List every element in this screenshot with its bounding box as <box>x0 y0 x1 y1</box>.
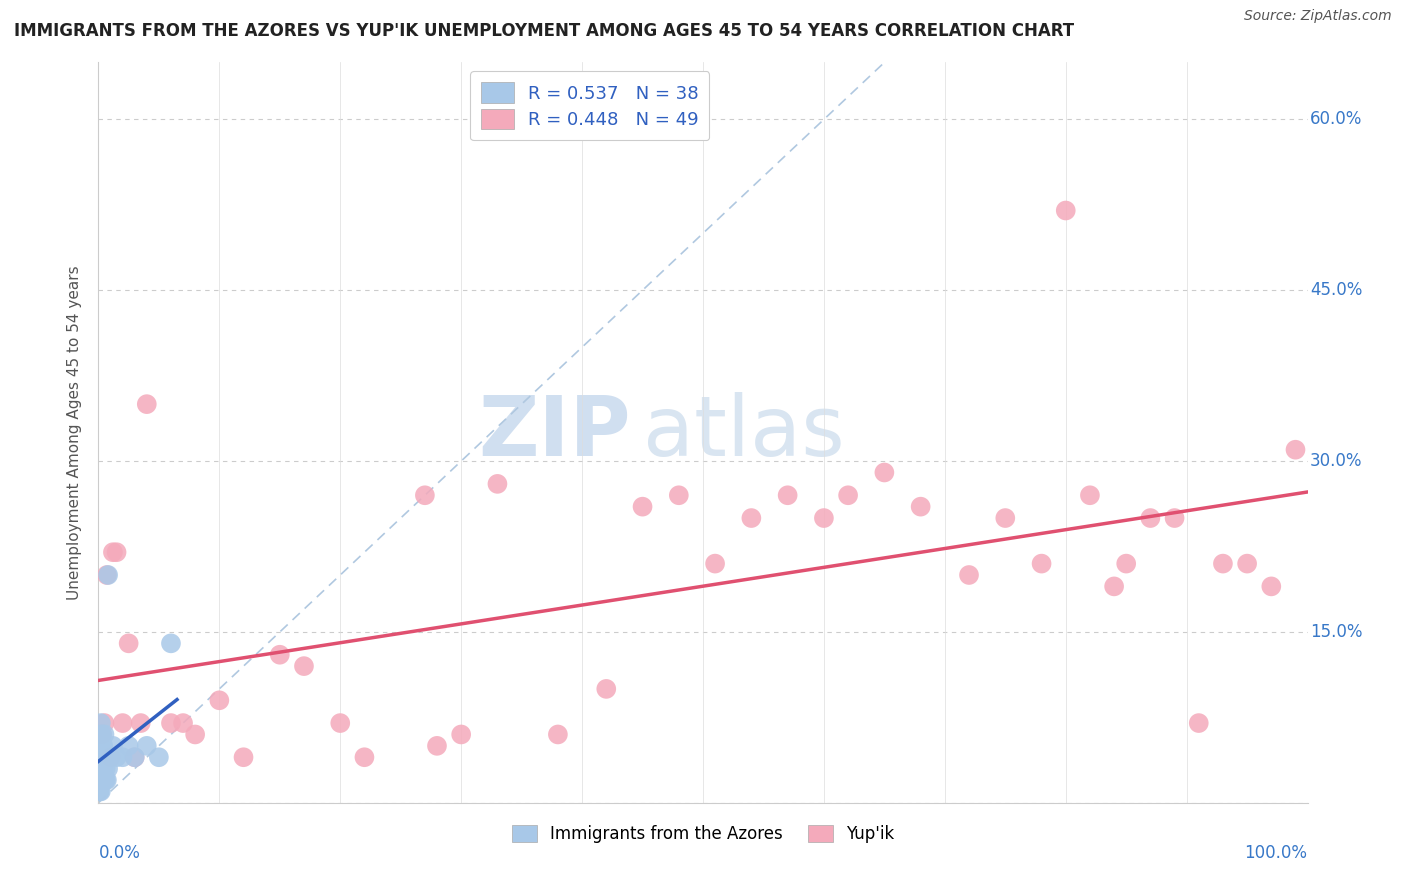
Point <box>547 727 569 741</box>
Point <box>91 750 114 764</box>
Point <box>135 739 157 753</box>
Point <box>1260 579 1282 593</box>
Text: 60.0%: 60.0% <box>1310 111 1362 128</box>
Point <box>89 772 111 787</box>
Point <box>91 750 114 764</box>
Point <box>97 762 120 776</box>
Text: Source: ZipAtlas.com: Source: ZipAtlas.com <box>1244 9 1392 23</box>
Point <box>910 500 932 514</box>
Point <box>105 545 128 559</box>
Point <box>1102 579 1125 593</box>
Point <box>1115 557 1137 571</box>
Point <box>129 716 152 731</box>
Point <box>93 716 115 731</box>
Point <box>90 739 112 753</box>
Text: IMMIGRANTS FROM THE AZORES VS YUP'IK UNEMPLOYMENT AMONG AGES 45 TO 54 YEARS CORR: IMMIGRANTS FROM THE AZORES VS YUP'IK UNE… <box>14 22 1074 40</box>
Point <box>776 488 799 502</box>
Point <box>208 693 231 707</box>
Point <box>1078 488 1101 502</box>
Point <box>1139 511 1161 525</box>
Text: 30.0%: 30.0% <box>1310 452 1362 470</box>
Point <box>98 750 121 764</box>
Point <box>90 716 112 731</box>
Point <box>100 750 122 764</box>
Point <box>740 511 762 525</box>
Point <box>994 511 1017 525</box>
Point <box>1212 557 1234 571</box>
Point <box>91 762 114 776</box>
Point <box>135 397 157 411</box>
Point <box>269 648 291 662</box>
Point <box>89 784 111 798</box>
Text: 45.0%: 45.0% <box>1310 281 1362 299</box>
Point <box>94 762 117 776</box>
Point <box>486 476 509 491</box>
Point <box>631 500 654 514</box>
Point <box>1284 442 1306 457</box>
Point <box>172 716 194 731</box>
Point <box>90 750 112 764</box>
Point <box>595 681 617 696</box>
Point <box>91 739 114 753</box>
Point <box>97 568 120 582</box>
Text: 15.0%: 15.0% <box>1310 623 1362 641</box>
Point <box>1236 557 1258 571</box>
Point <box>148 750 170 764</box>
Point <box>450 727 472 741</box>
Point <box>91 727 114 741</box>
Point <box>124 750 146 764</box>
Point <box>957 568 980 582</box>
Point <box>1031 557 1053 571</box>
Point <box>91 762 114 776</box>
Point <box>873 466 896 480</box>
Point <box>184 727 207 741</box>
Point <box>1188 716 1211 731</box>
Point <box>704 557 727 571</box>
Point <box>426 739 449 753</box>
Text: atlas: atlas <box>643 392 844 473</box>
Point <box>668 488 690 502</box>
Point <box>89 739 111 753</box>
Text: 100.0%: 100.0% <box>1244 844 1308 862</box>
Point <box>353 750 375 764</box>
Point <box>1054 203 1077 218</box>
Point <box>96 568 118 582</box>
Point <box>89 750 111 764</box>
Point <box>118 636 141 650</box>
Point <box>91 772 114 787</box>
Point <box>93 727 115 741</box>
Point <box>93 750 115 764</box>
Point <box>96 772 118 787</box>
Point <box>813 511 835 525</box>
Point <box>232 750 254 764</box>
Point <box>91 727 114 741</box>
Point <box>118 739 141 753</box>
Point <box>90 784 112 798</box>
Text: 0.0%: 0.0% <box>98 844 141 862</box>
Point <box>90 727 112 741</box>
Y-axis label: Unemployment Among Ages 45 to 54 years: Unemployment Among Ages 45 to 54 years <box>67 265 83 600</box>
Point <box>100 750 122 764</box>
Point <box>160 716 183 731</box>
Point <box>111 716 134 731</box>
Point <box>101 739 124 753</box>
Point <box>105 750 128 764</box>
Point <box>160 636 183 650</box>
Point <box>91 772 114 787</box>
Point <box>101 545 124 559</box>
Point <box>124 750 146 764</box>
Point <box>329 716 352 731</box>
Point <box>89 762 111 776</box>
Point <box>90 772 112 787</box>
Point <box>111 750 134 764</box>
Point <box>93 772 115 787</box>
Point <box>292 659 315 673</box>
Point <box>413 488 436 502</box>
Legend: Immigrants from the Azores, Yup'ik: Immigrants from the Azores, Yup'ik <box>505 819 901 850</box>
Text: ZIP: ZIP <box>478 392 630 473</box>
Point <box>91 739 114 753</box>
Point <box>1163 511 1185 525</box>
Point <box>837 488 859 502</box>
Point <box>94 772 117 787</box>
